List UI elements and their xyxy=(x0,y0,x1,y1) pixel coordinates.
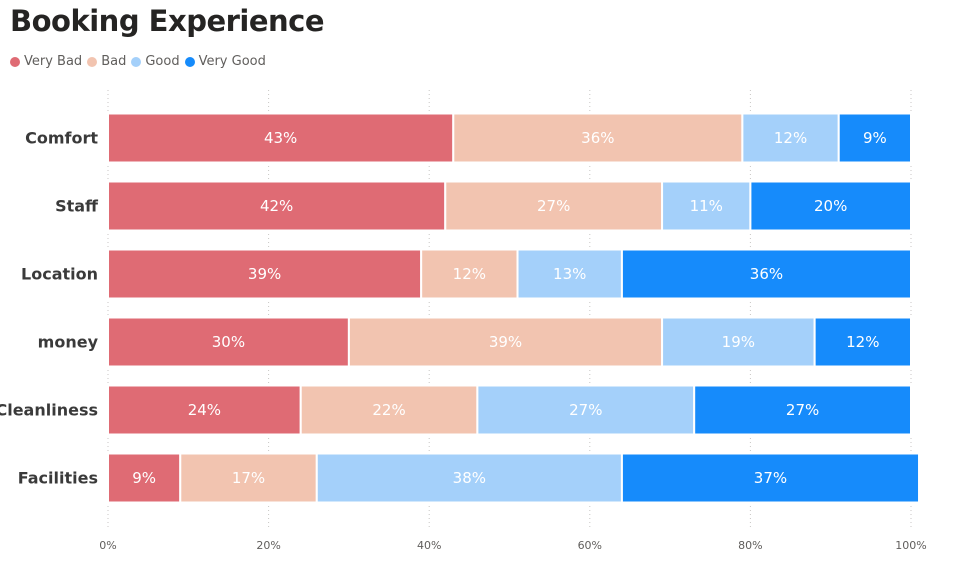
category-labels: Comfort Staff Location money Cleanliness Faci… xyxy=(0,129,99,488)
x-tick-label: 100% xyxy=(895,539,926,552)
category-label-location: Location xyxy=(21,265,98,284)
category-label-money: money xyxy=(38,333,99,352)
legend-label-bad: Bad xyxy=(101,54,127,69)
data-label-location-good: 13% xyxy=(553,265,586,283)
bar-money-very-bad[interactable] xyxy=(107,316,350,368)
bar-facilities-bad[interactable] xyxy=(179,452,318,504)
data-label-facilities-bad: 17% xyxy=(232,469,265,487)
data-label-cleanliness-good: 27% xyxy=(569,401,602,419)
bar-facilities-very-good[interactable] xyxy=(620,452,921,504)
bar-location-bad[interactable] xyxy=(420,248,519,300)
legend-item-bad[interactable]: Bad xyxy=(87,54,126,69)
bar-staff-very-good[interactable] xyxy=(749,180,913,232)
data-label-money-bad: 39% xyxy=(489,333,522,351)
legend-dot-bad xyxy=(87,56,98,67)
data-label-comfort-very-bad: 43% xyxy=(264,129,297,147)
bar-comfort-very-good[interactable] xyxy=(837,112,912,164)
x-tick-label: 60% xyxy=(578,539,602,552)
data-label-staff-bad: 27% xyxy=(537,197,570,215)
category-label-facilities: Facilities xyxy=(18,469,98,488)
data-label-facilities-very-bad: 9% xyxy=(132,469,156,487)
bar-comfort-good[interactable] xyxy=(741,112,840,164)
legend-label-very-good: Very Good xyxy=(198,54,266,69)
data-label-staff-good: 11% xyxy=(690,197,723,215)
bar-staff-very-bad[interactable] xyxy=(107,180,447,232)
legend-label-good: Good xyxy=(145,54,180,69)
category-label-cleanliness: Cleanliness xyxy=(0,401,98,420)
bar-money-good[interactable] xyxy=(661,316,816,368)
x-tick-label: 0% xyxy=(99,539,116,552)
x-tick-label: 40% xyxy=(417,539,441,552)
bar-money-bad[interactable] xyxy=(347,316,664,368)
data-label-money-good: 19% xyxy=(722,333,755,351)
bar-cleanliness-very-good[interactable] xyxy=(693,384,912,436)
bar-cleanliness-very-bad[interactable] xyxy=(107,384,302,436)
data-label-money-very-bad: 30% xyxy=(212,333,245,351)
legend-dot-very-good xyxy=(184,56,195,67)
bar-cleanliness-good[interactable] xyxy=(476,384,696,436)
category-label-staff: Staff xyxy=(55,197,99,216)
bar-money-very-good[interactable] xyxy=(813,316,913,368)
legend-dot-very-bad xyxy=(10,56,20,67)
x-tick-label: 20% xyxy=(256,539,280,552)
bar-comfort-bad[interactable] xyxy=(452,112,744,164)
x-axis-tick-labels: 0% 20% 40% 60% 80% 100% xyxy=(99,539,926,552)
data-label-cleanliness-very-bad: 24% xyxy=(188,401,221,419)
bar-location-very-bad[interactable] xyxy=(107,248,423,300)
data-label-location-very-good: 36% xyxy=(750,265,783,283)
legend: Very Bad Bad Good Very Good xyxy=(10,54,271,69)
legend-item-good[interactable]: Good xyxy=(131,54,180,69)
data-label-staff-very-good: 20% xyxy=(814,197,847,215)
data-label-cleanliness-bad: 22% xyxy=(372,401,405,419)
bar-staff-good[interactable] xyxy=(661,180,752,232)
legend-item-very-bad[interactable]: Very Bad xyxy=(10,54,82,69)
bar-location-good[interactable] xyxy=(516,248,623,300)
data-label-comfort-very-good: 9% xyxy=(863,129,887,147)
data-label-location-bad: 12% xyxy=(453,265,486,283)
bar-staff-bad[interactable] xyxy=(444,180,664,232)
x-tick-label: 80% xyxy=(738,539,762,552)
data-label-facilities-good: 38% xyxy=(453,469,486,487)
data-label-staff-very-bad: 42% xyxy=(260,197,293,215)
data-label-facilities-very-good: 37% xyxy=(754,469,787,487)
bar-cleanliness-bad[interactable] xyxy=(299,384,479,436)
data-label-location-very-bad: 39% xyxy=(248,265,281,283)
category-label-comfort: Comfort xyxy=(25,129,98,148)
data-label-cleanliness-very-good: 27% xyxy=(786,401,819,419)
chart-title: Booking Experience xyxy=(10,4,325,38)
data-label-money-very-good: 12% xyxy=(846,333,879,351)
legend-label-very-bad: Very Bad xyxy=(24,54,83,69)
data-label-comfort-good: 12% xyxy=(774,129,807,147)
data-label-comfort-bad: 36% xyxy=(581,129,614,147)
bars: 43% 36% 12% 9% 42% 27% 11% 20% 39% 12% 13% 36% 30% 39… xyxy=(107,112,921,504)
legend-dot-good xyxy=(131,56,142,67)
bar-location-very-good[interactable] xyxy=(620,248,912,300)
legend-item-very-good[interactable]: Very Good xyxy=(184,54,266,69)
